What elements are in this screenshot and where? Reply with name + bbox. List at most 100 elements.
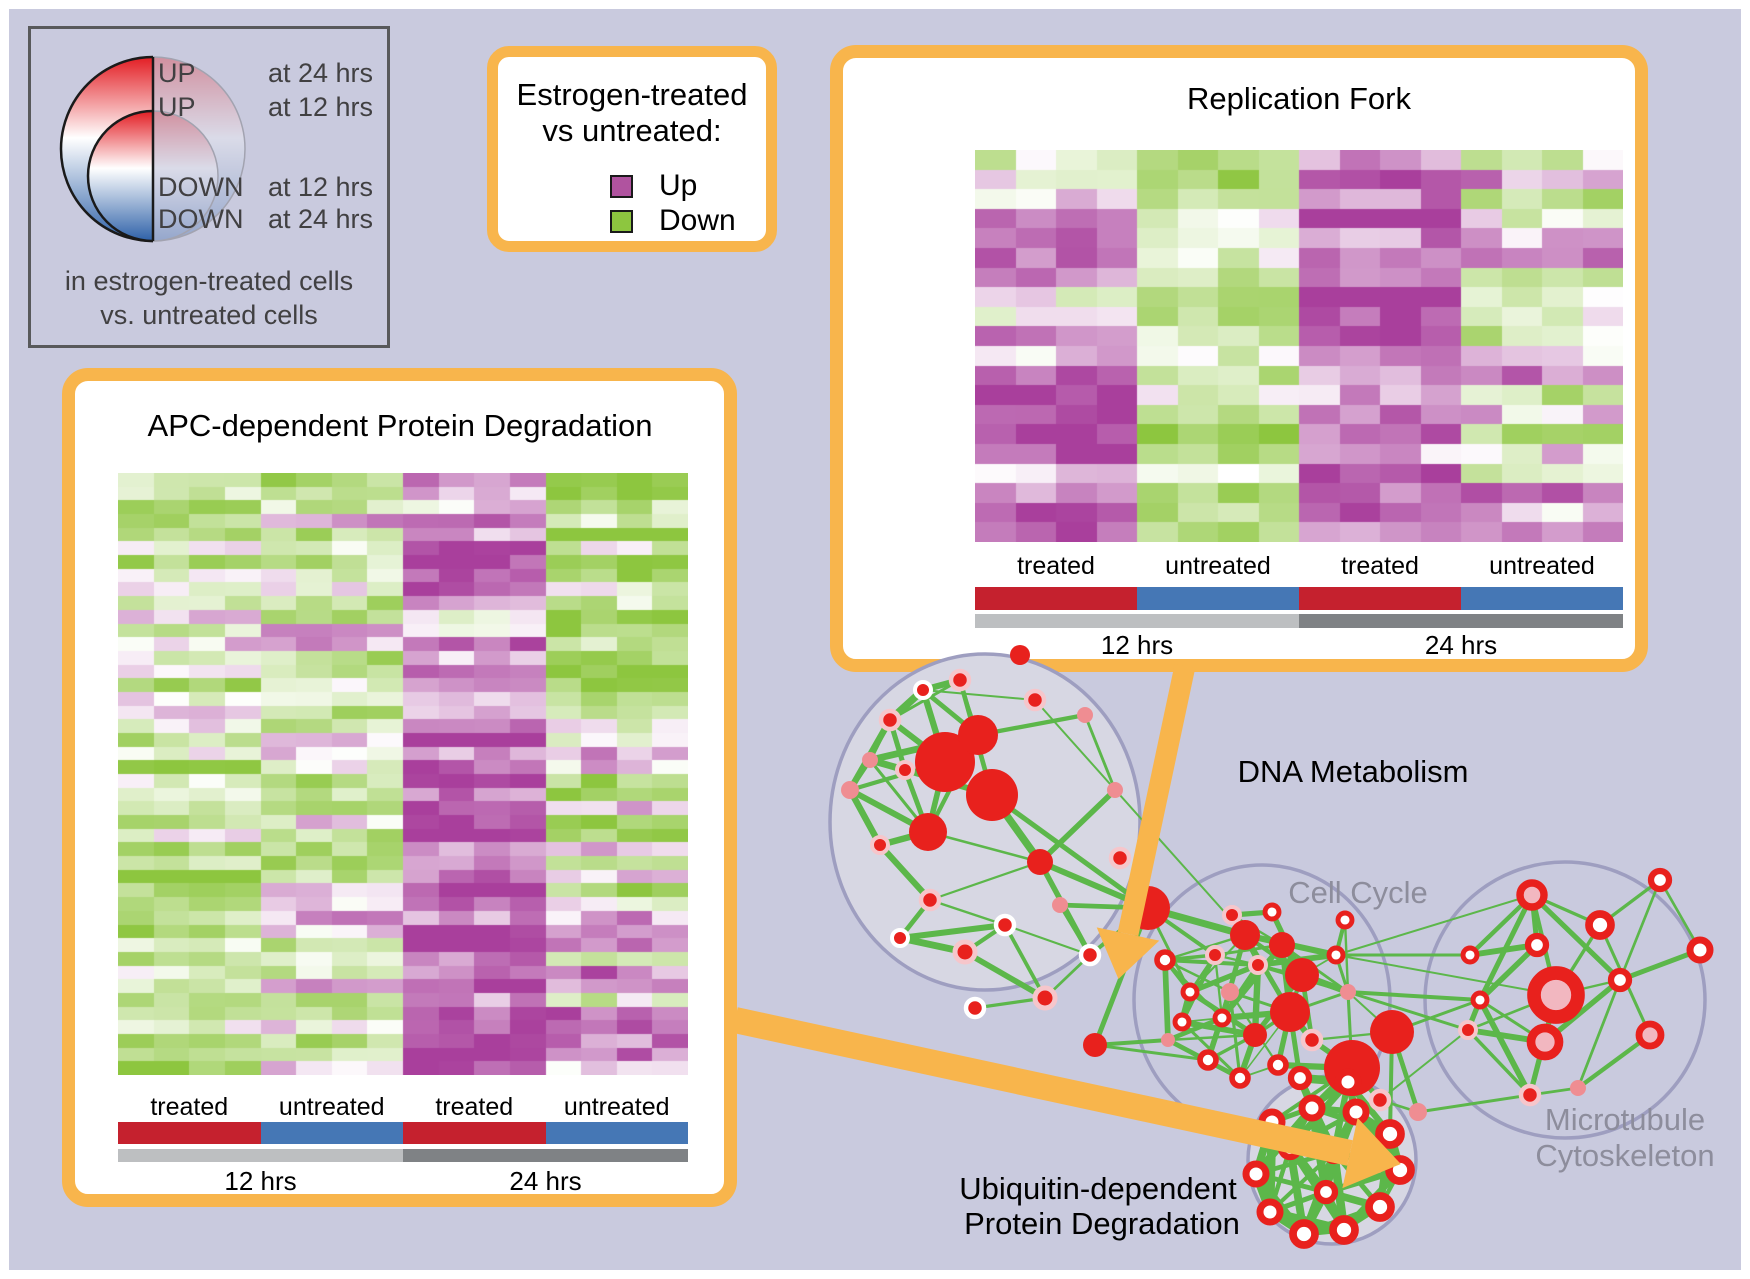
apc-panel-title: APC-dependent Protein Degradation — [147, 408, 653, 443]
network-node — [1516, 879, 1548, 911]
inner-circle-solid — [86, 109, 153, 243]
network-node — [963, 996, 987, 1020]
network-edge — [1529, 892, 1623, 983]
network-node — [1342, 1098, 1370, 1126]
time-bar-12hrs — [975, 614, 1299, 628]
network-bridge-edge — [1034, 699, 1246, 936]
network-node — [1027, 849, 1053, 875]
network-edge — [1213, 953, 1224, 1020]
legend-down-24-time: at 24 hrs — [267, 204, 373, 234]
network-node — [1370, 1010, 1414, 1054]
network-node — [1647, 867, 1673, 893]
apc-panel: APC-dependent Protein Degradation treate… — [62, 368, 737, 1207]
network-node — [1585, 910, 1615, 940]
network-node — [1107, 782, 1123, 798]
network-bridge-edge — [1346, 990, 1470, 1032]
group-label-treated-12: treated — [1017, 552, 1095, 580]
network-edge — [1219, 942, 1285, 1021]
network-node — [1023, 688, 1047, 712]
network-edge — [1618, 878, 1662, 982]
network-node — [1368, 1088, 1392, 1112]
network-node — [1229, 1067, 1251, 1089]
replication-fork-time-bar — [975, 614, 1623, 628]
up-color-swatch — [610, 174, 633, 198]
legend-down-12-word: DOWN — [158, 172, 244, 202]
replication-fork-panel: Replication Fork treated untreated treat… — [830, 45, 1648, 672]
time-label-24hrs: 24 hrs — [1424, 630, 1498, 660]
network-bridge-edge — [1335, 894, 1533, 956]
network-edge — [1617, 947, 1703, 983]
network-edge — [1466, 1028, 1532, 1097]
group-label-untreated-12: untreated — [1165, 552, 1271, 580]
network-node — [1212, 1008, 1232, 1028]
network-edge — [922, 689, 1036, 701]
network-node — [878, 708, 902, 732]
network-node — [1524, 932, 1550, 958]
apc-group-labels: treated untreated treated untreated — [118, 1093, 688, 1122]
network-node — [1180, 982, 1200, 1002]
network-node — [952, 939, 978, 965]
network-edge — [1003, 923, 1092, 957]
group-label-treated-24: treated — [435, 1093, 514, 1121]
network-node — [1300, 1028, 1324, 1052]
network-node — [1458, 1020, 1478, 1040]
group-label-untreated-24: untreated — [563, 1093, 670, 1121]
network-node — [870, 835, 890, 855]
network-edge — [1575, 1032, 1653, 1091]
legend-up-24-time: at 24 hrs — [267, 58, 373, 88]
apc-time-labels: 12 hrs 24 hrs — [118, 1166, 688, 1197]
network-node — [1267, 1054, 1289, 1076]
network-node — [1205, 945, 1225, 965]
network-node — [1077, 707, 1093, 723]
network-node — [1287, 1065, 1313, 1091]
down-color-swatch — [610, 209, 633, 233]
apc-condition-bar — [118, 1122, 688, 1144]
network-node — [1269, 932, 1295, 958]
legend-item-down: Down — [610, 204, 736, 238]
legend-up-12-word: UP — [158, 92, 196, 122]
treated-bar-segment — [403, 1122, 546, 1144]
network-node — [918, 888, 942, 912]
network-node — [1686, 936, 1714, 964]
network-bridge-edge — [1416, 1093, 1532, 1114]
group-label-untreated-12: untreated — [278, 1093, 385, 1121]
network-node — [1262, 902, 1282, 922]
network-label-3: Cytoskeleton — [1535, 1138, 1714, 1173]
network-node — [1154, 949, 1176, 971]
network-node — [1032, 985, 1058, 1011]
network-edge — [962, 949, 1048, 1001]
network-edge — [1162, 957, 1171, 1043]
network-edge — [897, 922, 1008, 941]
network-edge — [1267, 1149, 1337, 1215]
untreated-bar-segment — [260, 1122, 403, 1144]
network-edge — [1003, 923, 1047, 1000]
network-node — [1197, 1049, 1219, 1071]
network-node — [958, 715, 998, 755]
time-bar-24hrs — [403, 1149, 688, 1162]
estrogen-legend-title-line1: Estrogen-treated — [516, 77, 748, 112]
network-edge — [1037, 787, 1118, 865]
legend-footer-line2: vs. untreated cells — [100, 300, 318, 330]
network-node — [913, 680, 933, 700]
time-bar-24hrs — [1299, 614, 1623, 628]
network-edge — [1083, 713, 1117, 792]
network-edge — [1165, 1015, 1225, 1043]
network-label-4: Ubiquitin-dependent — [959, 1171, 1237, 1206]
treated-bar-segment — [1299, 587, 1461, 610]
legend-footer-line1: in estrogen-treated cells — [64, 266, 354, 296]
updown-circle-legend: UP at 24 hrs UP at 12 hrs DOWN at 12 hrs… — [28, 26, 390, 348]
estrogen-legend-title-line2: vs untreated: — [542, 113, 722, 148]
network-node — [1078, 943, 1102, 967]
legend-up-24-word: UP — [158, 58, 196, 88]
network-node — [1635, 1020, 1665, 1050]
network-bridge-edge — [1379, 1029, 1469, 1101]
network-node — [1375, 1119, 1405, 1149]
replication-fork-group-labels: treated untreated treated untreated — [975, 552, 1623, 581]
network-label-0: DNA Metabolism — [1238, 754, 1469, 789]
network-edge — [1477, 942, 1540, 1003]
network-node — [1518, 1083, 1542, 1107]
group-label-treated-12: treated — [150, 1093, 229, 1121]
untreated-bar-segment — [545, 1122, 688, 1144]
network-labels: DNA Metabolism Cell Cycle MicrotubuleCytos… — [959, 754, 1714, 1241]
